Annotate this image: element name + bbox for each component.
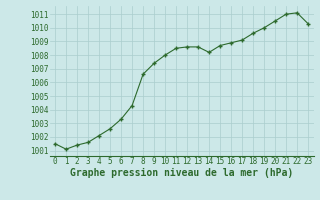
X-axis label: Graphe pression niveau de la mer (hPa): Graphe pression niveau de la mer (hPa) (70, 168, 293, 178)
